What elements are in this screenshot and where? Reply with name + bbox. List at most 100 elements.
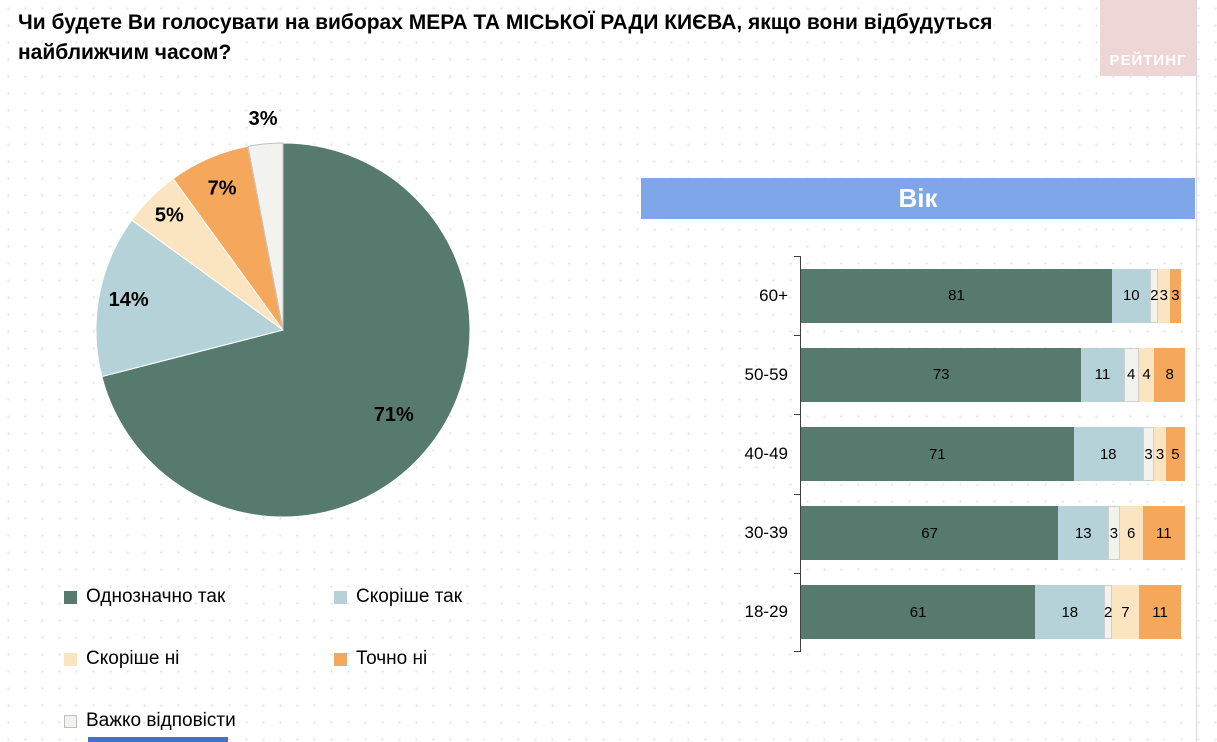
page-title: Чи будете Ви голосувати на виборах МЕРА … bbox=[18, 11, 993, 65]
axis-tick bbox=[794, 335, 800, 337]
legend-swatch bbox=[64, 590, 77, 604]
bar-segment: 18 bbox=[1035, 585, 1105, 640]
pie-percent-label: 3% bbox=[249, 108, 278, 130]
bar-segment: 11 bbox=[1081, 347, 1124, 402]
bar-row: 61 18 2 7 11 bbox=[801, 585, 1182, 640]
axis-tick bbox=[794, 256, 800, 257]
axis-tick bbox=[794, 651, 800, 652]
bar-segment: 71 bbox=[801, 427, 1074, 481]
age-section-title: Вік bbox=[898, 183, 938, 213]
bar-segment: 81 bbox=[801, 268, 1113, 323]
pie-percent-label: 71% bbox=[374, 404, 414, 426]
rating-logo-text: РЕЙТИНГ bbox=[1109, 52, 1187, 69]
bar-value-label: 61 bbox=[909, 603, 927, 621]
pie-slice bbox=[95, 219, 285, 378]
bar-value-label: 3 bbox=[1109, 524, 1119, 542]
bar-segment: 2 bbox=[1150, 268, 1159, 323]
bar-value-label: 5 bbox=[1171, 445, 1180, 463]
bar-segment: 18 bbox=[1073, 427, 1143, 481]
bar-segment: 4 bbox=[1138, 347, 1155, 402]
y-axis-line bbox=[800, 256, 801, 652]
pie-percent-label: 14% bbox=[109, 289, 149, 311]
bar-segment: 10 bbox=[1112, 268, 1151, 323]
bar-segment: 6 bbox=[1119, 506, 1143, 561]
bar-segment: 7 bbox=[1112, 585, 1139, 640]
legend-label: Важко відповісти bbox=[86, 710, 236, 731]
bar-value-label: 71 bbox=[928, 445, 946, 463]
bar-value-label: 7 bbox=[1121, 603, 1130, 621]
category-label: 60+ bbox=[759, 285, 788, 305]
bar-value-label: 4 bbox=[1127, 366, 1136, 384]
bar-value-label: 2 bbox=[1150, 287, 1159, 305]
pie-slice bbox=[101, 142, 471, 518]
bar-segment: 67 bbox=[801, 506, 1059, 561]
age-section-header: Вік bbox=[641, 178, 1195, 219]
bar-value-label: 3 bbox=[1171, 287, 1180, 305]
bar-segment: 3 bbox=[1142, 427, 1155, 481]
axis-tick bbox=[794, 493, 800, 495]
bar-segment: 73 bbox=[801, 347, 1082, 402]
legend-swatch bbox=[64, 714, 77, 728]
category-label: 40-49 bbox=[744, 444, 788, 463]
bar-value-label: 8 bbox=[1165, 366, 1174, 384]
bar-segment: 13 bbox=[1058, 506, 1109, 561]
rating-group-logo: РЕЙТИНГ bbox=[1100, 0, 1196, 76]
bar-row: 71 18 3 3 5 bbox=[801, 427, 1185, 481]
pie-percent-label: 5% bbox=[155, 205, 184, 227]
bar-value-label: 73 bbox=[932, 366, 950, 384]
category-label: 30-39 bbox=[744, 523, 788, 543]
bar-segment: 5 bbox=[1165, 427, 1185, 481]
pie-slice bbox=[247, 142, 284, 331]
bar-segment: 3 bbox=[1169, 268, 1182, 323]
bar-row: 67 13 3 6 11 bbox=[801, 506, 1185, 561]
category-label: 18-29 bbox=[744, 602, 788, 622]
legend-label: Скоріше ні bbox=[86, 648, 180, 669]
bar-segment: 3 bbox=[1158, 268, 1170, 323]
pie-chart: 71% 14% 5% 7% 3% bbox=[95, 108, 471, 518]
bar-segment: 3 bbox=[1154, 427, 1166, 481]
bottom-accent-strip bbox=[88, 737, 228, 742]
bar-value-label: 18 bbox=[1099, 445, 1117, 463]
legend-swatch bbox=[64, 652, 77, 666]
bar-value-label: 6 bbox=[1127, 524, 1136, 542]
legend-label: Однозначно так bbox=[86, 586, 226, 607]
bar-segment: 2 bbox=[1104, 585, 1113, 640]
legend-item: Однозначно так bbox=[64, 586, 225, 608]
bar-value-label: 10 bbox=[1122, 287, 1140, 305]
legend-item: Скоріше ні bbox=[64, 648, 179, 670]
bar-segment: 11 bbox=[1142, 506, 1185, 561]
category-label: 50-59 bbox=[744, 364, 788, 384]
bar-value-label: 11 bbox=[1094, 366, 1111, 384]
bar-value-label: 4 bbox=[1142, 366, 1151, 384]
bar-value-label: 67 bbox=[921, 524, 938, 542]
legend-item: Важко відповісти bbox=[64, 710, 236, 732]
bar-value-label: 3 bbox=[1155, 445, 1165, 463]
bar-row: 73 11 4 4 8 bbox=[801, 347, 1185, 402]
bar-value-label: 11 bbox=[1156, 524, 1172, 542]
legend-swatch bbox=[334, 590, 347, 604]
bar-segment: 11 bbox=[1138, 585, 1182, 640]
bar-value-label: 3 bbox=[1144, 445, 1153, 463]
bar-segment: 61 bbox=[801, 585, 1036, 640]
bar-value-label: 3 bbox=[1159, 287, 1169, 305]
bar-segment: 8 bbox=[1154, 347, 1185, 402]
legend-item: Точно ні bbox=[334, 648, 427, 670]
legend-swatch bbox=[334, 652, 347, 666]
bar-value-label: 2 bbox=[1104, 603, 1113, 621]
bar-row: 81 10 2 3 3 bbox=[801, 268, 1182, 323]
legend-item: Скоріше так bbox=[334, 586, 462, 608]
bar-value-label: 18 bbox=[1061, 603, 1079, 621]
legend-label: Точно ні bbox=[356, 648, 428, 669]
legend-label: Скоріше так bbox=[356, 586, 463, 607]
bar-value-label: 81 bbox=[948, 287, 965, 305]
bar-segment: 3 bbox=[1108, 506, 1120, 561]
bar-value-label: 13 bbox=[1074, 524, 1092, 542]
pie-percent-label: 7% bbox=[208, 178, 237, 200]
right-border-line bbox=[1196, 0, 1197, 742]
axis-tick bbox=[794, 414, 800, 416]
age-bar-chart: 60+ 81 10 2 3 3 50-59 73 11 4 4 8 40-49 71 18 3 3 5 30-39 6… bbox=[745, 256, 1196, 652]
bar-value-label: 11 bbox=[1152, 603, 1168, 621]
axis-tick bbox=[794, 572, 800, 574]
bar-segment: 4 bbox=[1123, 347, 1139, 402]
